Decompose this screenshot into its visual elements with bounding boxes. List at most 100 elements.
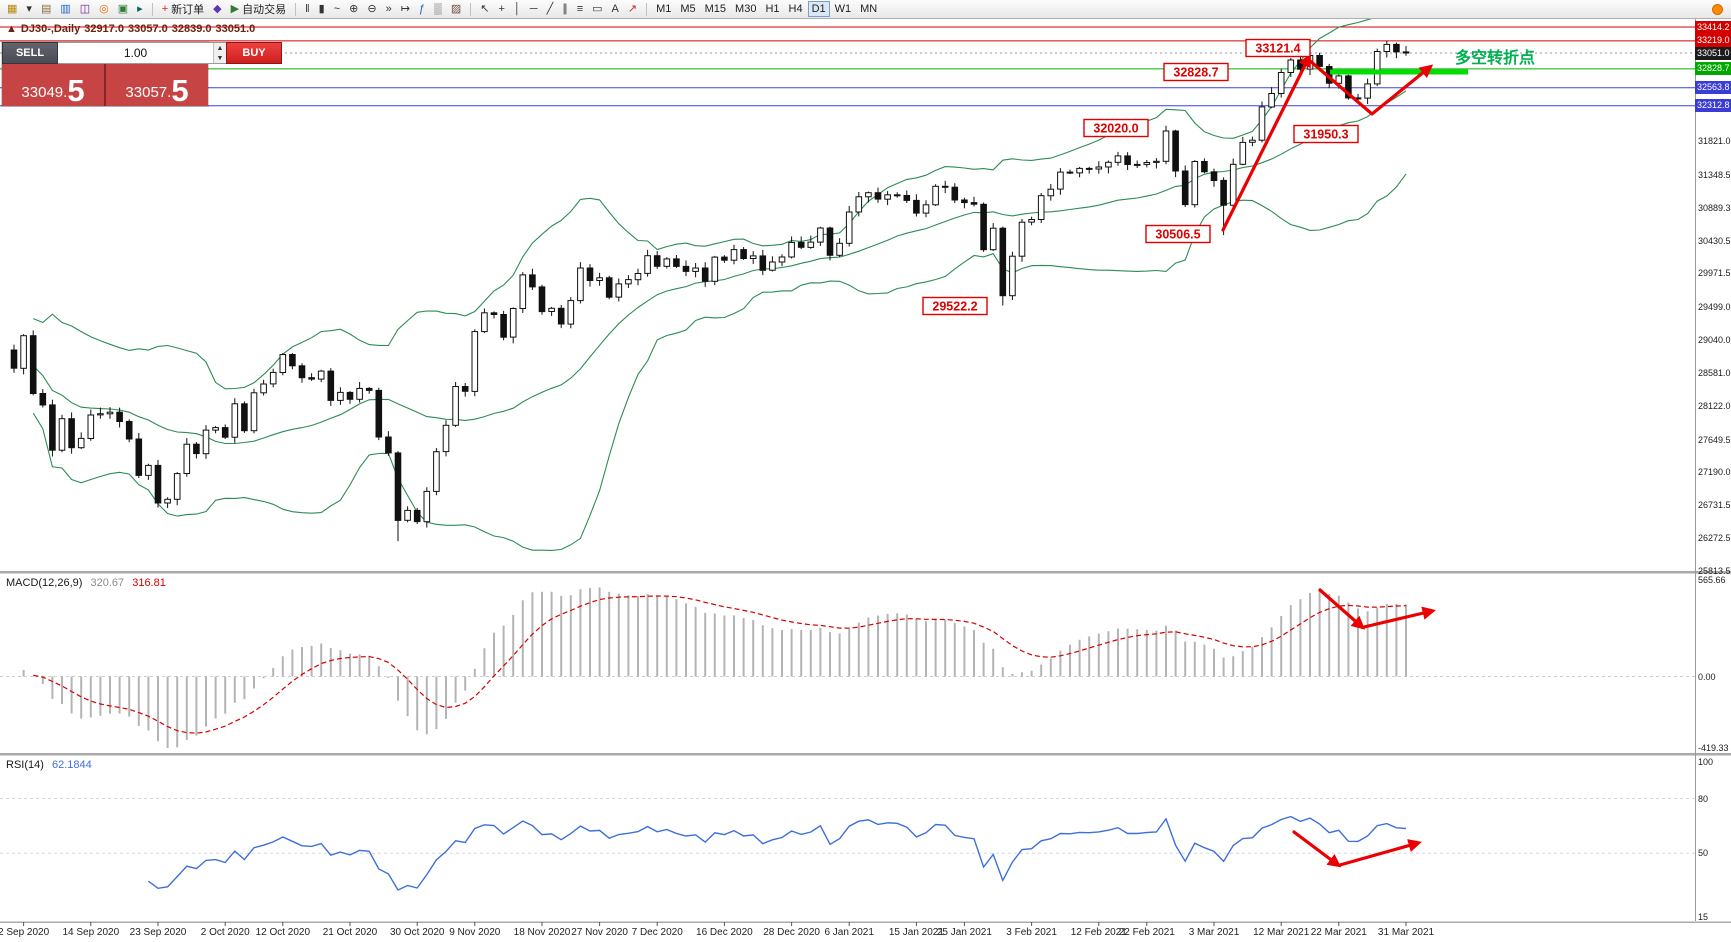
toolbar-indicators-button[interactable]: ƒ bbox=[415, 1, 429, 17]
toolbar-tf-h1-button[interactable]: H1 bbox=[761, 1, 783, 17]
tf-m30-label: M30 bbox=[735, 3, 757, 15]
toolbar-data-window-button[interactable]: ◫ bbox=[76, 1, 94, 17]
toolbar-templates-button[interactable]: ▨ bbox=[447, 1, 465, 17]
toolbar-fibonacci-button[interactable]: ≡ bbox=[573, 1, 587, 17]
sell-button[interactable]: SELL bbox=[2, 42, 58, 64]
panel-divider[interactable] bbox=[0, 753, 1731, 756]
toolbar-tf-h4-button[interactable]: H4 bbox=[785, 1, 807, 17]
symbol-title: DJ30-,Daily bbox=[20, 23, 81, 35]
x-axis-label: 2 Sep 2020 bbox=[0, 927, 50, 938]
shapes-icon: ▭ bbox=[592, 2, 603, 15]
sell-price[interactable]: 33049. 5 bbox=[2, 64, 104, 106]
toolbar-profiles-button[interactable]: ▤ bbox=[37, 1, 55, 17]
toolbar-new-chart-button[interactable]: ▦ bbox=[3, 1, 21, 17]
toolbar-zoom-out-button[interactable]: ⊖ bbox=[363, 1, 380, 17]
arrow-objects-icon: ↗ bbox=[627, 2, 638, 15]
toolbar-chart-list-button[interactable]: ▾ bbox=[22, 1, 36, 17]
toolbar-bars-button[interactable]: ‖ bbox=[301, 1, 314, 17]
toolbar-line-chart-button[interactable]: ~ bbox=[330, 1, 344, 17]
ohlc-low: 32839.0 bbox=[171, 23, 212, 35]
data-window-icon: ◫ bbox=[79, 2, 91, 15]
toolbar-tf-m5-button[interactable]: M5 bbox=[676, 1, 699, 17]
x-axis-label: 14 Sep 2020 bbox=[62, 927, 119, 938]
green-level-segment[interactable] bbox=[1330, 69, 1468, 75]
x-axis-label: 3 Mar 2021 bbox=[1189, 927, 1240, 938]
x-axis-label: 30 Oct 2020 bbox=[390, 927, 445, 938]
scale-tick: 27190.0 bbox=[1698, 467, 1731, 478]
price-tag: 33414.2 bbox=[1695, 20, 1731, 34]
toolbar-tf-d1-button[interactable]: D1 bbox=[807, 1, 830, 17]
volume-down-button[interactable]: ▼ bbox=[214, 53, 226, 63]
macd-value: 320.67 bbox=[90, 577, 125, 589]
buy-button[interactable]: BUY bbox=[226, 42, 282, 64]
toolbar-auto-scroll-button[interactable]: » bbox=[382, 1, 396, 17]
price-callout[interactable]: 32020.0 bbox=[1083, 118, 1149, 138]
toolbar-cursor-button[interactable]: ↖ bbox=[476, 1, 493, 17]
notification-icon[interactable] bbox=[1712, 3, 1723, 15]
macd-signal-value: 316.81 bbox=[132, 577, 166, 589]
trend-arrow[interactable] bbox=[1221, 53, 1311, 232]
toolbar-metaeditor-button[interactable]: ◆ bbox=[209, 1, 225, 17]
toolbar-strategy-tester-button[interactable]: ▸ bbox=[133, 1, 147, 17]
candles-icon: ▮ bbox=[318, 2, 325, 15]
rsi-value: 62.1844 bbox=[51, 759, 92, 771]
ohlc-high: 33057.0 bbox=[127, 23, 168, 35]
toolbar-autotrading-button[interactable]: ▶ 自动交易 bbox=[227, 1, 290, 17]
toolbar-arrow-objects-button[interactable]: ↗ bbox=[624, 1, 641, 17]
trend-arrow[interactable] bbox=[1362, 606, 1436, 629]
trend-arrow[interactable] bbox=[1292, 830, 1342, 868]
trend-arrow[interactable] bbox=[1318, 588, 1366, 630]
price-callout[interactable]: 33121.4 bbox=[1245, 38, 1311, 58]
x-axis-label: 2 Oct 2020 bbox=[201, 927, 250, 938]
panel-divider[interactable] bbox=[0, 921, 1731, 924]
toolbar-tf-mn-button[interactable]: MN bbox=[856, 1, 881, 17]
toolbar-candles-button[interactable]: ▮ bbox=[315, 1, 329, 17]
trend-arrow[interactable] bbox=[1307, 58, 1434, 116]
toolbar-vertical-line-button[interactable]: │ bbox=[510, 1, 525, 17]
buy-price[interactable]: 33057. 5 bbox=[106, 64, 208, 106]
scale-tick: 0.00 bbox=[1698, 671, 1716, 682]
price-callout[interactable]: 30506.5 bbox=[1145, 224, 1211, 244]
toolbar-shapes-button[interactable]: ▭ bbox=[588, 1, 606, 17]
volume-input[interactable] bbox=[58, 43, 213, 63]
zoom-in-icon: ⊕ bbox=[349, 2, 359, 15]
x-axis-label: 21 Oct 2020 bbox=[323, 927, 378, 938]
x-axis-label: 22 Feb 2021 bbox=[1119, 927, 1176, 938]
toolbar-periods-button[interactable]: ▒ bbox=[430, 1, 446, 17]
rsi-line bbox=[147, 815, 1407, 891]
toolbar-text-label-button[interactable]: A bbox=[608, 1, 623, 17]
toolbar-zoom-in-button[interactable]: ⊕ bbox=[345, 1, 362, 17]
toolbar-tf-m30-button[interactable]: M30 bbox=[731, 1, 760, 17]
collapse-arrow-icon[interactable]: ▲ bbox=[6, 23, 17, 35]
price-callout[interactable]: 29522.2 bbox=[922, 296, 988, 316]
toolbar-tf-m15-button[interactable]: M15 bbox=[701, 1, 730, 17]
price-scale[interactable]: 31821.0 31348.5 30889.3 30430.5 29971.5 29499… bbox=[1695, 19, 1731, 942]
toolbar-channel-button[interactable]: ∥ bbox=[558, 1, 572, 17]
scale-tick: 29040.0 bbox=[1698, 335, 1731, 345]
volume-up-button[interactable]: ▲ bbox=[214, 43, 226, 53]
toolbar-terminal-button[interactable]: ▣ bbox=[114, 1, 132, 17]
toolbar-crosshair-button[interactable]: + bbox=[494, 1, 508, 17]
tf-w1-label: W1 bbox=[834, 3, 852, 15]
price-callout[interactable]: 31950.3 bbox=[1293, 124, 1359, 144]
channel-icon: ∥ bbox=[562, 2, 568, 15]
toolbar-horizontal-line-button[interactable]: ─ bbox=[526, 1, 542, 17]
price-callout[interactable]: 32828.7 bbox=[1163, 62, 1229, 82]
toolbar-market-watch-button[interactable]: ▥ bbox=[56, 1, 74, 17]
toolbar-navigator-button[interactable]: ◎ bbox=[95, 1, 113, 17]
toolbar-chart-shift-button[interactable]: ↦ bbox=[397, 1, 414, 17]
toolbar-tf-w1-button[interactable]: W1 bbox=[831, 1, 856, 17]
sell-price-main: 33049. bbox=[21, 84, 68, 101]
line-chart-icon: ~ bbox=[333, 2, 341, 15]
main-chart-panel[interactable] bbox=[0, 7, 1695, 551]
ohlc-open: 32917.0 bbox=[84, 23, 124, 35]
toolbar-tf-m1-button[interactable]: M1 bbox=[652, 1, 675, 17]
toolbar-new-order-button[interactable]: + 新订单 bbox=[158, 1, 208, 17]
scale-tick: 80 bbox=[1698, 793, 1709, 804]
chart-note-text[interactable]: 多空转折点 bbox=[1455, 48, 1535, 67]
toolbar-trendline-button[interactable]: ╱ bbox=[543, 1, 558, 17]
scale-tick: 565.66 bbox=[1698, 575, 1726, 585]
trend-arrow[interactable] bbox=[1338, 839, 1422, 867]
panel-divider[interactable] bbox=[0, 571, 1731, 574]
